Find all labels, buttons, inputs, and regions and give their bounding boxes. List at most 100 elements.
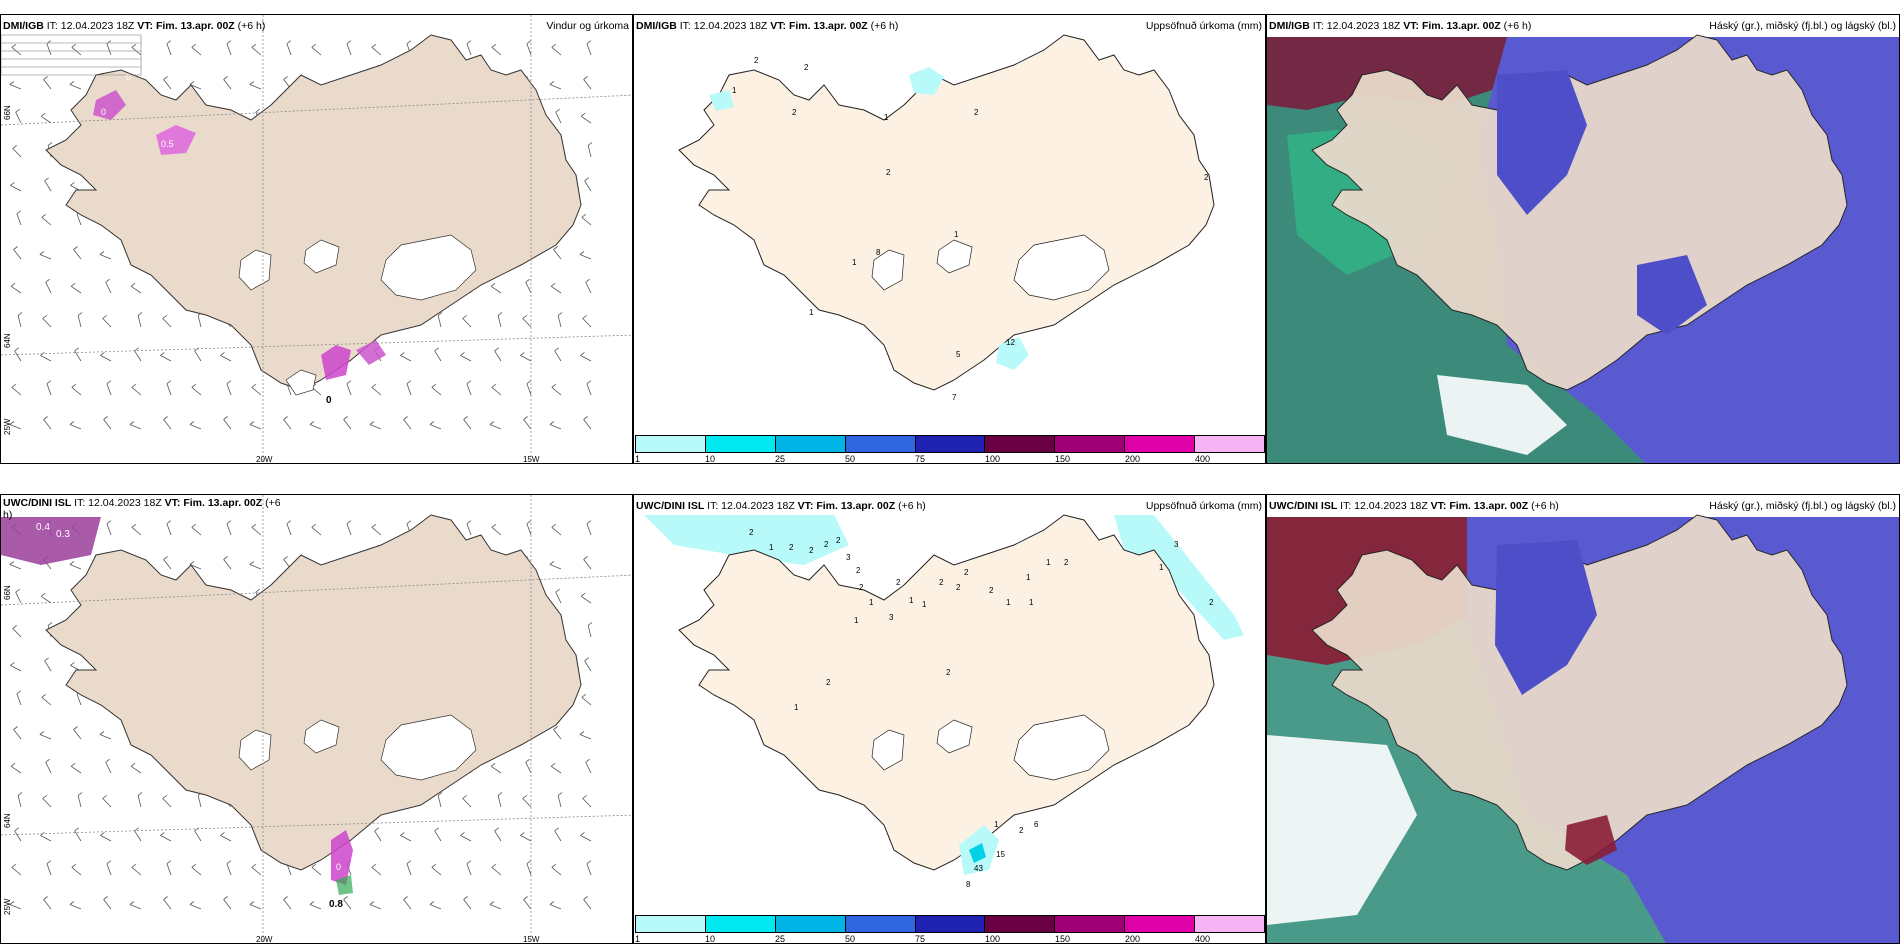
wind-barb-flag <box>70 662 75 666</box>
precip-value: 2 <box>836 536 841 545</box>
wind-barb-flag <box>191 523 197 528</box>
wind-barb-flag <box>579 251 585 255</box>
wind-barb <box>102 798 112 808</box>
wind-barb <box>491 386 502 396</box>
wind-barb-flag <box>311 523 317 528</box>
wind-barb-flag <box>437 792 443 796</box>
glacier-langjokull <box>871 249 905 291</box>
wind-barb <box>489 904 502 910</box>
precip-value: 1 <box>954 230 959 239</box>
wind-barb-flag <box>526 860 532 865</box>
wind-barb <box>431 866 442 876</box>
wind-barb <box>343 419 352 430</box>
wind-barb-flag <box>106 860 112 865</box>
wind-barb <box>311 866 322 876</box>
wind-barb-flag <box>551 383 557 388</box>
wind-barb <box>15 592 22 604</box>
precip-colorbar <box>635 435 1265 453</box>
wind-barb <box>194 830 202 842</box>
precip-label: 0.3 <box>56 529 70 540</box>
wind-barb-flag <box>44 657 49 662</box>
wind-barb <box>555 592 562 604</box>
panel-wind-precip-top: DMI/IGB IT: 12.04.2023 18Z VT: Fim. 13.a… <box>0 14 633 464</box>
wind-barb-flag <box>226 380 232 385</box>
wind-barb-flag <box>555 108 560 113</box>
wind-barb-flag <box>523 896 528 900</box>
wind-barb <box>526 523 532 536</box>
wind-barb-flag <box>105 278 110 283</box>
wind-barb-flag <box>223 416 228 420</box>
wind-barb-flag <box>10 182 15 186</box>
wind-barb <box>69 904 82 910</box>
wind-barb <box>400 355 412 362</box>
lon-label-15: 15W <box>523 935 540 944</box>
wind-barb-flag <box>71 863 77 868</box>
precip-area-northwest-sea <box>644 515 849 565</box>
wind-barb-flag <box>583 556 588 560</box>
wind-barb-flag <box>494 347 499 352</box>
wind-barb <box>466 523 472 536</box>
precip-patch-south <box>331 830 353 885</box>
wind-barb <box>69 564 82 570</box>
wind-barb <box>43 79 52 90</box>
wind-barb <box>311 46 322 56</box>
wind-barb <box>41 216 52 226</box>
white-clear-area-west <box>1267 735 1417 925</box>
wind-barb-flag <box>491 383 497 388</box>
precip-label: 0 <box>101 107 106 117</box>
wind-barb <box>549 904 562 910</box>
colorbar-cell <box>1055 436 1126 452</box>
wind-barb-flag <box>194 347 199 352</box>
wind-barb-flag <box>47 142 53 146</box>
colorbar-cell <box>1055 916 1126 932</box>
wind-barb-flag <box>15 588 20 593</box>
wind-barb <box>463 899 472 910</box>
wind-barb <box>490 285 502 294</box>
wind-barb <box>549 84 562 90</box>
wind-barb <box>343 899 352 910</box>
wind-barb-flag <box>406 520 412 525</box>
wind-barb-flag <box>13 246 18 250</box>
wind-barb <box>160 355 172 362</box>
colorbar-cell <box>985 436 1056 452</box>
lon-label-25: 25W <box>3 898 12 915</box>
wind-barb <box>434 830 442 842</box>
wind-barb-flag <box>166 860 172 865</box>
wind-barb <box>106 863 112 876</box>
wind-barb <box>129 424 142 430</box>
wind-barb-flag <box>77 312 83 316</box>
wind-barb <box>16 213 22 226</box>
colorbar-label: 10 <box>705 934 716 944</box>
wind-barb <box>580 115 592 124</box>
precip-value: 6 <box>1034 820 1039 829</box>
wind-barb-flag <box>105 758 110 763</box>
lat-label-64: 64N <box>3 813 12 828</box>
wind-barb-flag <box>549 421 555 425</box>
wind-barb-flag <box>102 795 107 799</box>
wind-barb <box>557 315 562 328</box>
wind-barb <box>491 46 502 56</box>
panel-product-title: Háský (gr.), miðský (fj.bl.) og lágský (… <box>1709 20 1896 32</box>
colorbar-cell <box>1125 436 1196 452</box>
wind-barb-flag <box>99 251 105 255</box>
glacier-myrdalsjokull <box>285 369 317 396</box>
lat-label-66: 66N <box>3 105 12 120</box>
wind-barb <box>71 866 82 876</box>
wind-barb <box>197 795 202 808</box>
wind-barb <box>73 249 82 260</box>
wind-barb-flag <box>490 762 496 767</box>
wind-barb-flag <box>102 315 107 319</box>
wind-barb-flag <box>553 246 558 250</box>
wind-barb-flag <box>12 145 17 149</box>
wind-barb-flag <box>437 312 443 316</box>
wind-barb <box>220 835 232 842</box>
wind-barb-flag <box>10 762 16 767</box>
wind-barb-flag <box>403 416 408 420</box>
colorbar-label: 1 <box>635 934 641 944</box>
wind-barb-flag <box>226 860 232 865</box>
wind-barb <box>16 693 22 706</box>
wind-barb-flag <box>16 210 22 215</box>
wind-barb-flag <box>586 40 592 45</box>
wind-barb-flag <box>491 863 497 868</box>
wind-barb <box>309 424 322 430</box>
